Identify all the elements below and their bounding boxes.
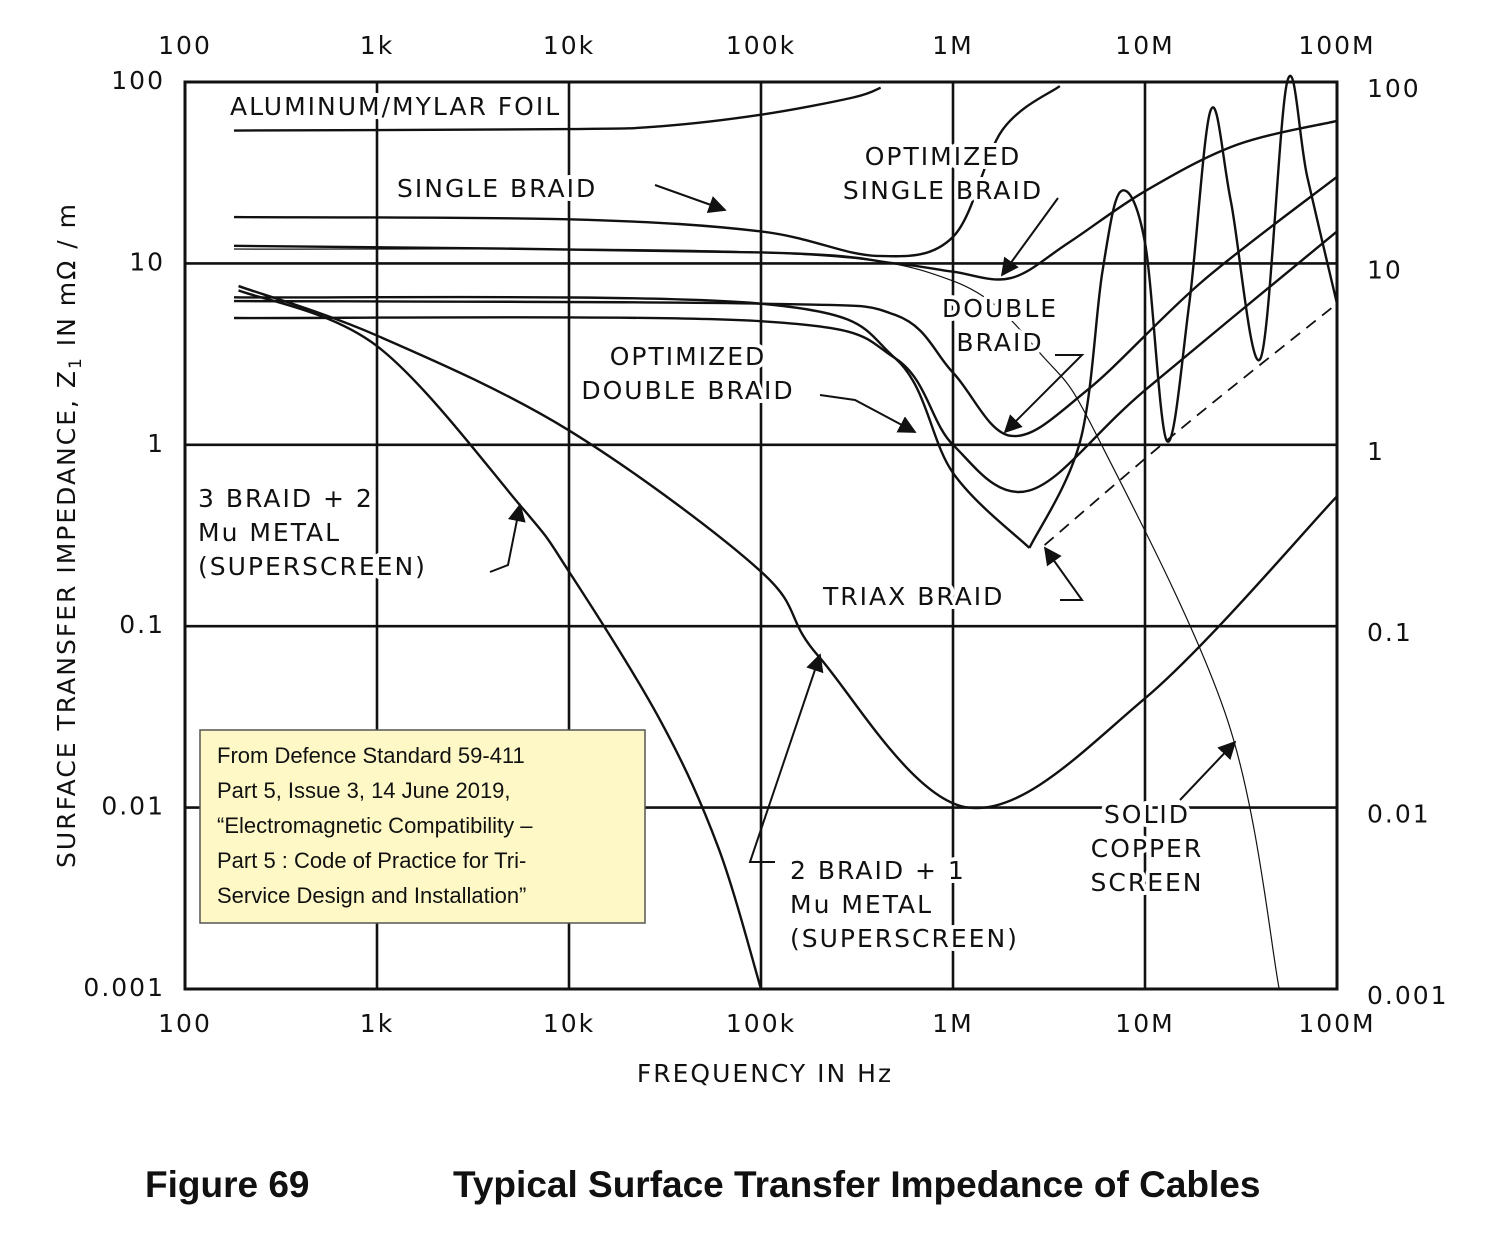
curve-label: SCREEN [1091, 868, 1204, 897]
curve-label: SINGLE BRAID [397, 174, 597, 203]
x-tick-label-top: 1M [932, 31, 973, 60]
x-tick-label-top: 1k [360, 31, 394, 60]
note-line: “Electromagnetic Compatibility – [217, 813, 533, 838]
y-label-subscript: 1 [66, 356, 86, 369]
note-line: Part 5 : Code of Practice for Tri- [217, 848, 526, 873]
curve-label: 2 BRAID + 1 [790, 856, 966, 885]
curve-label: Mu METAL [198, 518, 341, 547]
curve-label: (SUPERSCREEN) [198, 552, 427, 581]
label-arrow [654, 184, 727, 214]
label-arrow [1043, 546, 1084, 601]
x-tick-label: 100k [726, 1009, 796, 1038]
curve-label: TRIAX BRAID [822, 582, 1004, 611]
curve-label: (SUPERSCREEN) [790, 924, 1019, 953]
y-tick-label: 0.001 [83, 973, 165, 1002]
x-tick-label: 1M [932, 1009, 973, 1038]
note-line: Service Design and Installation” [217, 883, 526, 908]
label-arrow [1000, 197, 1059, 277]
curve-label: Mu METAL [790, 890, 933, 919]
curve-label: OPTIMIZED [610, 342, 767, 371]
figure-number: Figure 69 [145, 1164, 310, 1205]
curve [1044, 302, 1338, 546]
y-tick-label-right: 0.01 [1367, 800, 1431, 829]
label-arrow [1179, 740, 1237, 801]
curve-label: DOUBLE BRAID [581, 376, 794, 405]
x-tick-label-top: 100k [726, 31, 796, 60]
x-tick-label: 1k [360, 1009, 394, 1038]
curve [234, 85, 1061, 258]
x-tick-label-top: 10M [1115, 31, 1174, 60]
curve-label: ALUMINUM/MYLAR FOIL [230, 92, 561, 121]
y-tick-label-right: 0.001 [1367, 981, 1449, 1010]
curve-label: BRAID [956, 328, 1043, 357]
y-tick-label: 0.1 [119, 610, 165, 639]
curve-label: SINGLE BRAID [843, 176, 1043, 205]
curve [233, 295, 1031, 549]
curve-label: COPPER [1091, 834, 1203, 863]
y-tick-label: 10 [129, 247, 165, 276]
y-label-part: IN mΩ / m [52, 202, 81, 356]
y-tick-label-right: 0.1 [1367, 618, 1413, 647]
x-tick-label: 10M [1115, 1009, 1174, 1038]
y-tick-label: 100 [111, 66, 165, 95]
x-tick-label: 10k [543, 1009, 595, 1038]
curve [1028, 74, 1339, 549]
curve [238, 284, 1338, 810]
label-arrow [489, 503, 526, 573]
y-label-part: SURFACE TRANSFER IMPEDANCE, Z [52, 369, 81, 868]
curve [234, 86, 882, 132]
note-line: Part 5, Issue 3, 14 June 2019, [217, 778, 511, 803]
curve [234, 248, 1280, 990]
note-box [199, 729, 646, 924]
label-arrow [748, 653, 824, 863]
curve-label: 3 BRAID + 2 [198, 484, 374, 513]
curve-label: DOUBLE [942, 294, 1058, 323]
y-axis-label: SURFACE TRANSFER IMPEDANCE, Z1 IN mΩ / m [52, 202, 86, 868]
x-tick-label: 100M [1298, 1009, 1375, 1038]
label-arrow [819, 394, 917, 433]
chart-title: Typical Surface Transfer Impedance of Ca… [453, 1164, 1260, 1205]
curve [234, 175, 1338, 438]
x-tick-label-top: 100M [1298, 31, 1375, 60]
curve-label: OPTIMIZED [865, 142, 1022, 171]
curve-label: SOLID [1104, 800, 1190, 829]
y-tick-label: 0.01 [101, 792, 165, 821]
y-tick-label-right: 10 [1367, 255, 1403, 284]
x-axis-label: FREQUENCY IN Hz [637, 1059, 893, 1088]
x-tick-label-top: 10k [543, 31, 595, 60]
y-tick-label: 1 [147, 429, 165, 458]
x-tick-label-top: 100 [158, 31, 212, 60]
note-line: From Defence Standard 59-411 [217, 743, 525, 768]
curve [234, 230, 1338, 494]
y-tick-label-right: 1 [1367, 437, 1385, 466]
x-tick-label: 100 [158, 1009, 212, 1038]
curve [238, 289, 763, 990]
y-tick-label-right: 100 [1367, 74, 1421, 103]
label-arrow [1003, 354, 1085, 434]
